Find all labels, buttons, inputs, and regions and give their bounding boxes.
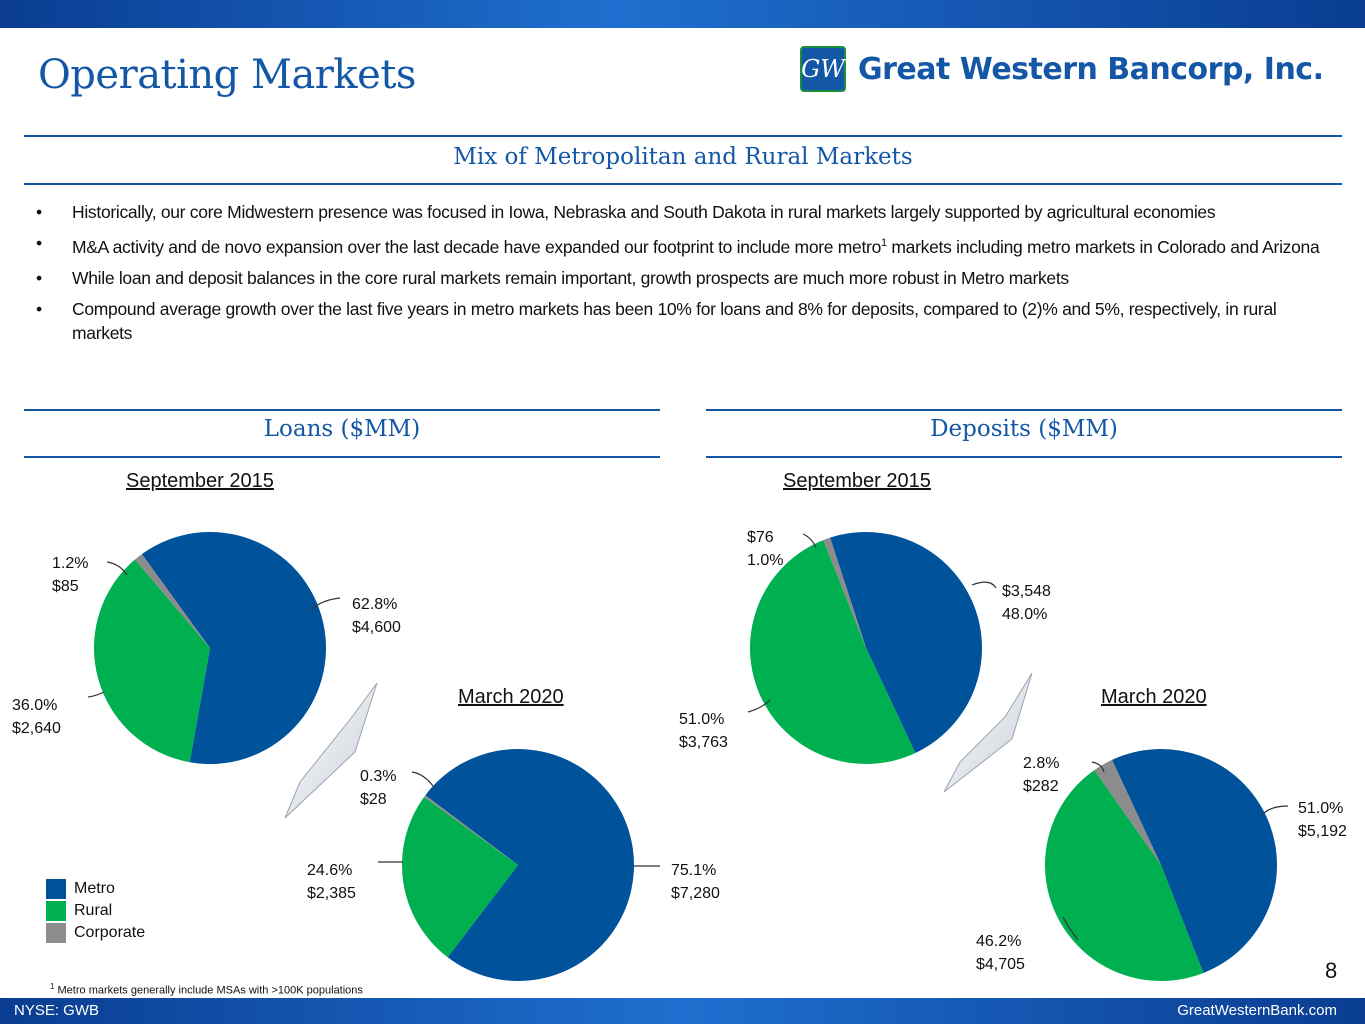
label-loans-2015-metro: 62.8% $4,600 [352, 596, 401, 636]
divider [24, 456, 660, 458]
chart-title-deposits-2020: March 2020 [1101, 686, 1207, 708]
transition-arrow-icon [284, 682, 378, 819]
chart-legend: Metro Rural Corporate [46, 878, 145, 944]
pie-slice-metro [830, 532, 982, 753]
chart-title-loans-2015: September 2015 [126, 470, 274, 492]
footer-website-link[interactable]: GreatWesternBank.com [1177, 1002, 1337, 1019]
page-number: 8 [1325, 958, 1338, 983]
label-deposits-2015-rural: 51.0% $3,763 [679, 711, 728, 751]
pie-chart-deposits-2020 [1044, 749, 1277, 982]
label-loans-2020-metro: 75.1% $7,280 [671, 862, 720, 902]
bullet-list: Historically, our core Midwestern presen… [30, 200, 1330, 352]
label-loans-2015-corporate: 1.2% $85 [52, 555, 89, 595]
label-deposits-2020-metro: 51.0% $5,192 [1298, 800, 1347, 840]
footnote: 1 Metro markets generally include MSAs w… [50, 982, 363, 997]
logo-mark-icon: GW [800, 46, 846, 92]
pie-slice-rural [402, 796, 518, 958]
pie-slice-corporate [134, 554, 210, 648]
deposits-heading: Deposits ($MM) [930, 416, 1118, 442]
divider [706, 456, 1342, 458]
label-deposits-2020-corporate: 2.8% $282 [1023, 755, 1060, 795]
logo-text: Great Western Bancorp, Inc. [858, 51, 1324, 87]
pie-chart-loans-2015 [94, 532, 327, 765]
footer-ticker: NYSE: GWB [14, 1002, 100, 1019]
bullet-item: M&A activity and de novo expansion over … [30, 231, 1330, 259]
divider [24, 183, 1342, 185]
page-title: Operating Markets [38, 52, 416, 98]
pie-slice-metro [425, 749, 634, 981]
label-deposits-2015-metro: $3,548 48.0% [1002, 583, 1051, 623]
pie-slice-rural [1044, 770, 1204, 982]
label-deposits-2015-corporate: $76 1.0% [747, 529, 784, 569]
label-deposits-2020-rural: 46.2% $4,705 [976, 933, 1025, 973]
label-loans-2020-rural: 24.6% $2,385 [307, 862, 356, 902]
section-heading: Mix of Metropolitan and Rural Markets [453, 144, 913, 170]
bottom-banner: NYSE: GWB GreatWesternBank.com [0, 998, 1365, 1024]
bullet-item: Historically, our core Midwestern presen… [30, 200, 1330, 224]
footnote-marker: 1 [881, 237, 887, 249]
divider [24, 135, 1342, 137]
loans-heading: Loans ($MM) [263, 416, 421, 442]
label-loans-2020-corporate: 0.3% $28 [360, 768, 397, 808]
chart-title-deposits-2015: September 2015 [783, 470, 931, 492]
pie-chart-deposits-2015 [750, 532, 982, 764]
pie-slice-rural [750, 540, 916, 764]
legend-swatch [46, 879, 66, 899]
divider [24, 409, 660, 411]
divider [706, 409, 1342, 411]
bullet-item: Compound average growth over the last fi… [30, 297, 1330, 345]
company-logo: GW Great Western Bancorp, Inc. [800, 44, 1324, 94]
legend-item-corporate: Corporate [46, 922, 145, 944]
pie-slice-metro [1111, 749, 1277, 974]
pie-slice-rural [94, 559, 210, 763]
legend-swatch [46, 923, 66, 943]
pie-chart-loans-2020 [402, 749, 634, 981]
transition-arrow-icon [943, 672, 1033, 793]
leader-lines [87, 533, 1289, 941]
top-banner [0, 0, 1365, 28]
chart-title-loans-2020: March 2020 [458, 686, 564, 708]
pie-slice-corporate [1094, 759, 1161, 865]
legend-swatch [46, 901, 66, 921]
legend-item-metro: Metro [46, 878, 145, 900]
pie-slice-corporate [424, 795, 518, 865]
label-loans-2015-rural: 36.0% $2,640 [12, 697, 61, 737]
bullet-item: While loan and deposit balances in the c… [30, 266, 1330, 290]
pie-slice-metro [141, 532, 327, 765]
legend-item-rural: Rural [46, 900, 145, 922]
pie-slice-corporate [823, 537, 866, 648]
